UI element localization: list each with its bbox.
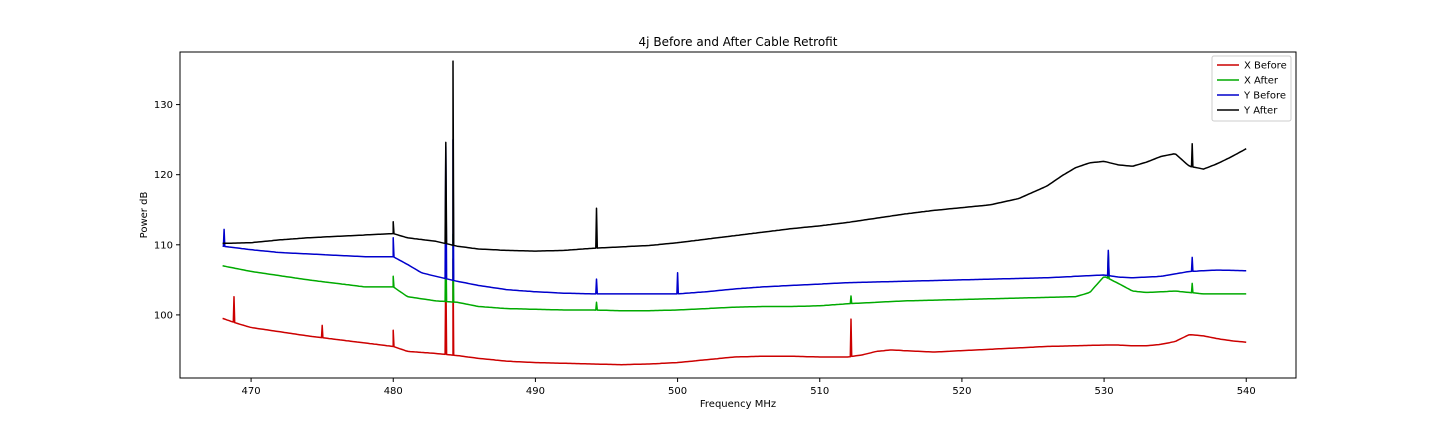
x-tick-label: 510 [810, 386, 829, 397]
plot-area [222, 60, 1247, 366]
x-tick-label: 540 [1237, 386, 1256, 397]
x-tick-label: 530 [1095, 386, 1114, 397]
x-axis-label: Frequency MHz [700, 399, 776, 410]
legend-box [1211, 55, 1292, 122]
y-tick-label: 110 [154, 240, 173, 251]
legend-label: Y After [1243, 106, 1278, 117]
x-tick-label: 500 [668, 386, 687, 397]
legend-label: Y Before [1243, 91, 1286, 102]
y-tick-label: 120 [154, 170, 173, 181]
legend: X Before X After Y Before Y After [1211, 55, 1292, 122]
series-y-after [222, 60, 1247, 252]
x-tick-label: 480 [384, 386, 403, 397]
x-tick-label: 520 [952, 386, 971, 397]
chart-title: 4j Before and After Cable Retrofit [639, 35, 838, 49]
y-tick-label: 130 [154, 100, 173, 111]
legend-label: X Before [1244, 61, 1287, 72]
series-line [222, 60, 1247, 252]
series-line [222, 258, 1247, 366]
series-line [222, 138, 1247, 295]
x-axis: 470 480 490 500 510 520 530 540 [242, 378, 1256, 397]
x-tick-label: 470 [242, 386, 261, 397]
series-y-before [222, 138, 1247, 295]
series-line [222, 233, 1247, 312]
y-axis-label: Power dB [139, 192, 150, 239]
axes-frame [179, 51, 1297, 379]
y-tick-label: 100 [154, 310, 173, 321]
legend-label: X After [1244, 76, 1279, 87]
y-axis: 100 110 120 130 [154, 100, 180, 321]
x-tick-label: 490 [526, 386, 545, 397]
